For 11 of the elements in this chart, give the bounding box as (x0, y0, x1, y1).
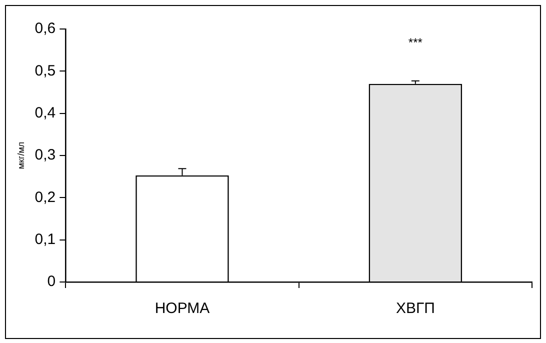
y-tick-label: 0 (47, 273, 56, 290)
y-tick-label: 0,6 (34, 20, 56, 38)
y-tick-label: 0,3 (34, 146, 56, 164)
y-tick-label: 0,5 (34, 62, 56, 80)
y-tick-label: 0,2 (34, 188, 56, 206)
y-tick-label: 0,1 (34, 230, 56, 248)
x-tick-label: НОРМА (154, 300, 210, 318)
y-tick-label: 0,4 (34, 104, 56, 122)
annotation: *** (408, 35, 423, 50)
y-axis-title: мкг/мл (16, 142, 26, 170)
x-tick-label: ХВГП (396, 300, 435, 318)
